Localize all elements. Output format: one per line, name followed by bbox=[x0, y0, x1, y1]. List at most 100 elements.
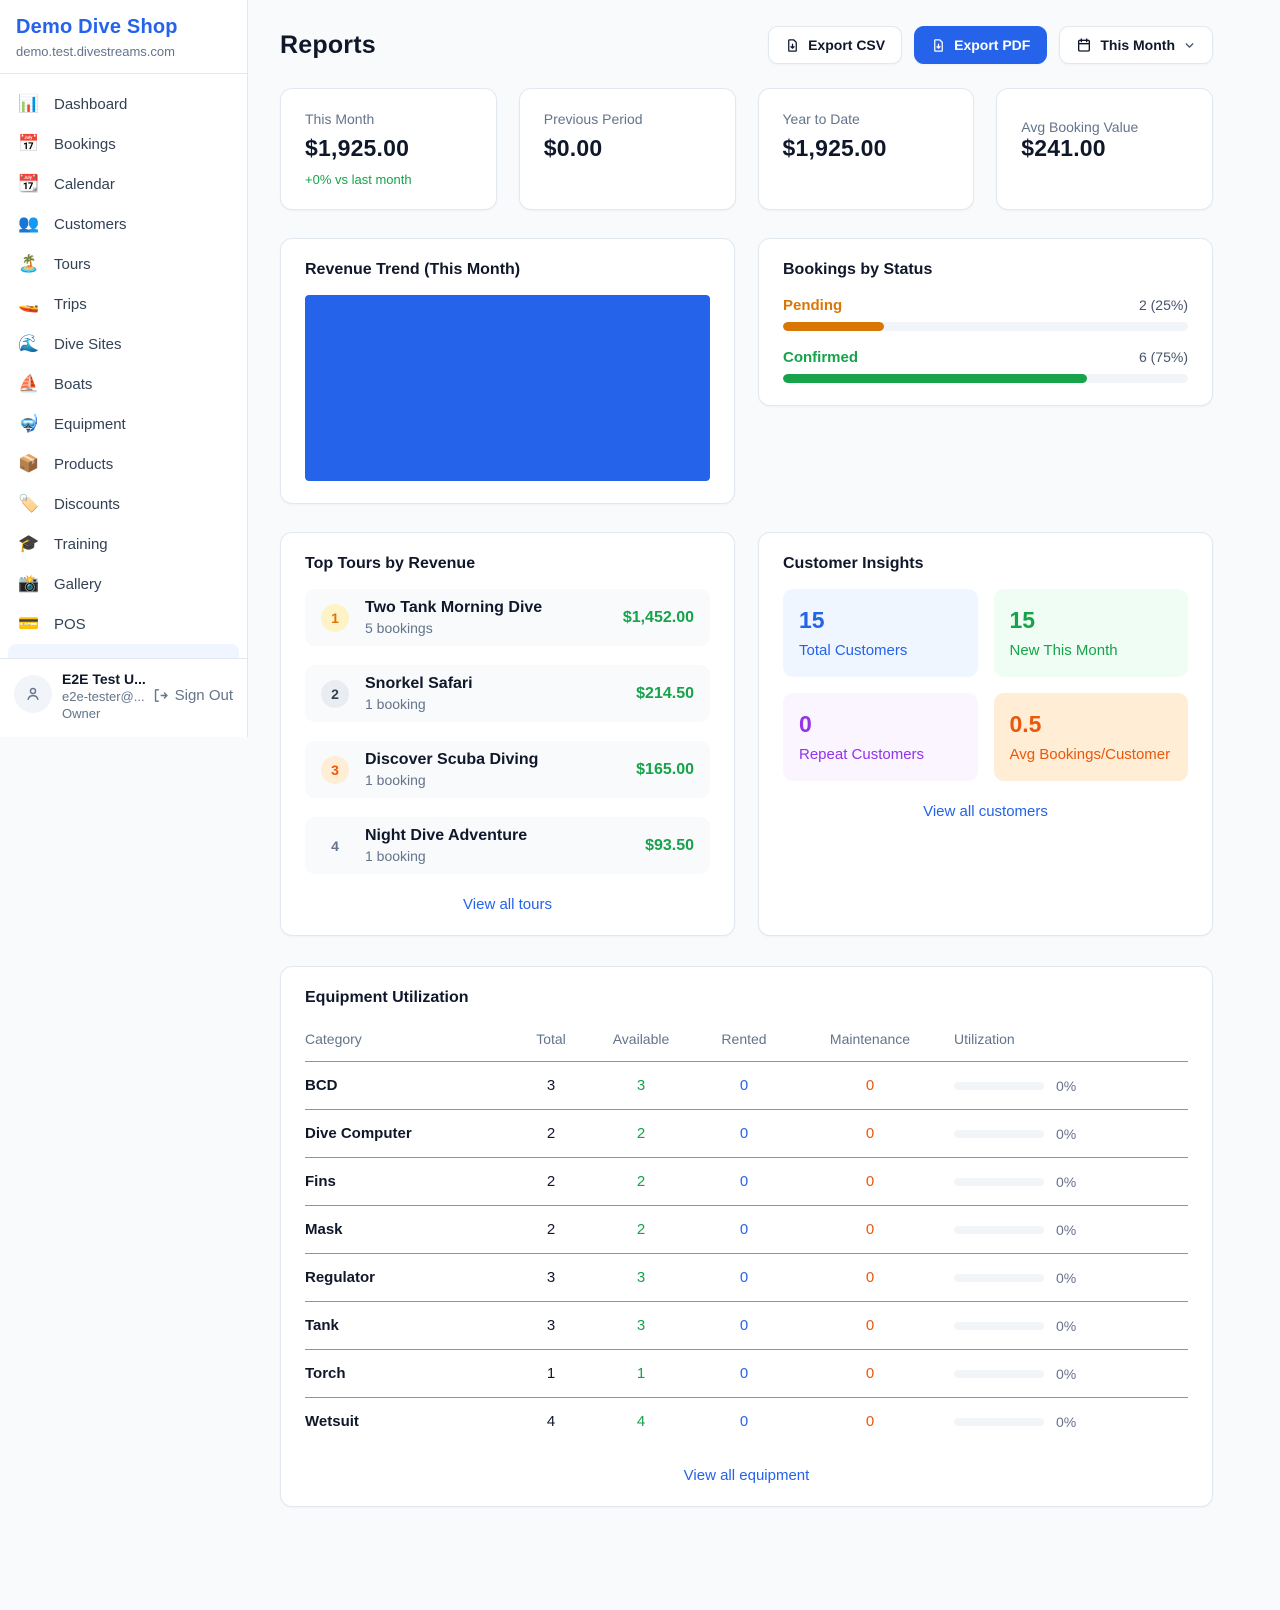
tour-rank-badge: 3 bbox=[321, 755, 349, 784]
equipment-total: 3 bbox=[546, 1077, 556, 1094]
nav-item-icon: 🤿 bbox=[18, 414, 40, 433]
equipment-rented: 0 bbox=[739, 1125, 749, 1142]
utilization-percent: 0% bbox=[1056, 1413, 1077, 1430]
tour-revenue: $214.50 bbox=[636, 684, 694, 702]
export-pdf-button[interactable]: Export PDF bbox=[914, 26, 1048, 64]
tour-rank-badge: 2 bbox=[321, 679, 349, 708]
utilization-percent: 0% bbox=[1056, 1221, 1077, 1238]
sidebar-nav-item[interactable]: 🌊 Dive Sites bbox=[8, 324, 239, 364]
equipment-maintenance: 0 bbox=[865, 1365, 875, 1382]
sidebar-nav-item[interactable]: 📆 Calendar bbox=[8, 164, 239, 204]
tour-name: Discover Scuba Diving bbox=[365, 751, 539, 768]
status-bar-fill bbox=[783, 322, 885, 331]
nav-item-icon: 📸 bbox=[18, 574, 40, 593]
tour-rank-badge: 4 bbox=[331, 837, 339, 854]
equipment-available: 3 bbox=[636, 1269, 646, 1286]
equipment-maintenance: 0 bbox=[865, 1317, 875, 1334]
tour-name: Two Tank Morning Dive bbox=[365, 599, 543, 616]
sidebar-nav-item[interactable]: 📦 Products bbox=[8, 444, 239, 484]
period-label: This Month bbox=[1100, 37, 1175, 53]
sidebar-nav-item[interactable]: 🏝️ Tours bbox=[8, 244, 239, 284]
status-value: 6 (75%) bbox=[1138, 349, 1188, 365]
insight-tile: 15 New This Month bbox=[993, 589, 1188, 677]
user-email: e2e-tester@... bbox=[62, 689, 145, 704]
charts-row: Revenue Trend (This Month) Bookings by S… bbox=[280, 238, 1213, 504]
sign-out-button[interactable]: Sign Out bbox=[152, 687, 233, 704]
tour-row: 4 Night Dive Adventure 1 booking $93.50 bbox=[305, 817, 710, 874]
equipment-total: 4 bbox=[546, 1413, 556, 1430]
insight-label: New This Month bbox=[1009, 642, 1118, 659]
sidebar-nav-item[interactable]: 📅 Bookings bbox=[8, 124, 239, 164]
tour-list: 1 Two Tank Morning Dive 5 bookings $1,45… bbox=[305, 589, 710, 874]
page-title: Reports bbox=[280, 30, 376, 59]
sidebar-nav-item[interactable]: 👥 Customers bbox=[8, 204, 239, 244]
status-row: Pending 2 (25%) bbox=[783, 297, 1188, 331]
equipment-table-row: Fins 2 2 0 0 0% bbox=[305, 1158, 1188, 1206]
insight-label: Avg Bookings/Customer bbox=[1009, 746, 1171, 763]
revenue-trend-chart bbox=[305, 295, 710, 481]
utilization-bar bbox=[954, 1369, 1044, 1378]
equipment-category: Regulator bbox=[305, 1269, 376, 1286]
nav-item-label: Customers bbox=[54, 215, 127, 233]
sidebar-nav-item[interactable]: 📸 Gallery bbox=[8, 564, 239, 604]
equipment-title: Equipment Utilization bbox=[305, 989, 469, 1006]
tour-bookings: 1 booking bbox=[365, 696, 426, 712]
shop-domain: demo.test.divestreams.com bbox=[16, 44, 175, 59]
customer-insights-title: Customer Insights bbox=[783, 555, 924, 572]
status-label: Pending bbox=[783, 297, 843, 314]
stat-card: Avg Booking Value $241.00 bbox=[996, 88, 1213, 210]
sidebar-user-footer: E2E Test U... e2e-tester@... Owner Sign … bbox=[0, 658, 247, 737]
sign-out-label: Sign Out bbox=[174, 687, 233, 704]
equipment-maintenance: 0 bbox=[865, 1125, 875, 1142]
equipment-table-row: Dive Computer 2 2 0 0 0% bbox=[305, 1110, 1188, 1158]
nav-item-label: Bookings bbox=[54, 135, 116, 153]
status-row: Confirmed 6 (75%) bbox=[783, 349, 1188, 383]
sidebar-nav-item[interactable]: 🤿 Equipment bbox=[8, 404, 239, 444]
sidebar-nav-item[interactable]: 🚤 Trips bbox=[8, 284, 239, 324]
stats-row: This Month $1,925.00 +0% vs last month P… bbox=[280, 88, 1213, 210]
sidebar-nav-item[interactable]: 📊 Dashboard bbox=[8, 84, 239, 124]
sidebar-nav-item[interactable]: ⛵ Boats bbox=[8, 364, 239, 404]
status-bar-fill bbox=[783, 374, 1087, 383]
nav-item-label: Tours bbox=[54, 255, 91, 273]
sidebar-nav-item[interactable]: 🎓 Training bbox=[8, 524, 239, 564]
equipment-category: Dive Computer bbox=[305, 1125, 412, 1142]
equipment-table: Category Total Available Rented Maintena… bbox=[305, 1021, 1188, 1445]
nav-item-icon: 🎓 bbox=[18, 534, 40, 553]
user-meta: E2E Test U... e2e-tester@... Owner bbox=[62, 671, 146, 721]
view-all-tours-link[interactable]: View all tours bbox=[463, 896, 552, 913]
sidebar-nav-item[interactable]: 💳 POS bbox=[8, 604, 239, 644]
period-dropdown[interactable]: This Month bbox=[1059, 26, 1213, 64]
insight-label: Repeat Customers bbox=[799, 746, 925, 763]
stat-card: This Month $1,925.00 +0% vs last month bbox=[280, 88, 497, 210]
nav-item-icon: 🚤 bbox=[18, 294, 40, 313]
utilization-bar bbox=[954, 1321, 1044, 1330]
utilization-bar bbox=[954, 1417, 1044, 1426]
stat-label: Previous Period bbox=[543, 111, 643, 127]
nav-item-icon: 📆 bbox=[18, 174, 40, 193]
nav-item-label: Dive Sites bbox=[54, 335, 122, 353]
equipment-category: Fins bbox=[305, 1173, 336, 1190]
equipment-available: 2 bbox=[636, 1221, 646, 1238]
nav-item-label: Gallery bbox=[54, 575, 102, 593]
insight-tile: 15 Total Customers bbox=[783, 589, 978, 677]
nav-item-label: Boats bbox=[54, 375, 93, 393]
tour-revenue: $1,452.00 bbox=[622, 608, 694, 626]
equipment-rented: 0 bbox=[739, 1269, 749, 1286]
export-csv-button[interactable]: Export CSV bbox=[768, 26, 903, 64]
header-actions: Export CSV Export PDF This Month bbox=[768, 26, 1213, 64]
sidebar-nav-item[interactable]: 🏷️ Discounts bbox=[8, 484, 239, 524]
tour-revenue: $93.50 bbox=[645, 836, 694, 854]
tour-row: 2 Snorkel Safari 1 booking $214.50 bbox=[305, 665, 710, 722]
user-avatar bbox=[14, 675, 52, 713]
tour-rank-badge: 1 bbox=[321, 603, 349, 632]
equipment-total: 3 bbox=[546, 1317, 556, 1334]
view-all-customers-link[interactable]: View all customers bbox=[923, 803, 1048, 820]
sidebar-nav: 📊 Dashboard 📅 Bookings 📆 Calendar 👥 Cust… bbox=[0, 74, 247, 644]
view-all-equipment-link[interactable]: View all equipment bbox=[683, 1467, 810, 1484]
equipment-available: 3 bbox=[636, 1317, 646, 1334]
equipment-total: 2 bbox=[546, 1221, 556, 1238]
nav-item-label: Training bbox=[54, 535, 108, 553]
utilization-bar bbox=[954, 1273, 1044, 1282]
sidebar-item-partial-active[interactable] bbox=[8, 644, 239, 658]
